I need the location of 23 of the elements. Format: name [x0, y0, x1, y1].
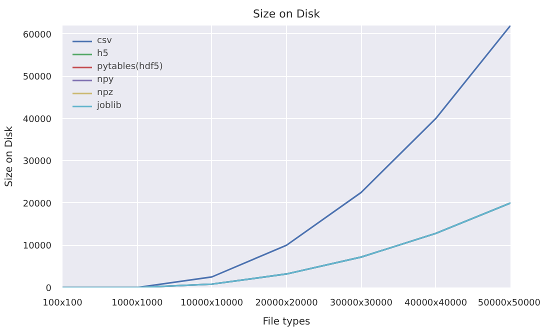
x-tick-label: 1000x1000 [112, 298, 164, 308]
x-tick-label: 100x100 [42, 298, 83, 308]
x-tick-label: 20000x20000 [255, 298, 318, 308]
y-tick-label: 50000 [22, 72, 52, 83]
x-tick-label: 10000x10000 [180, 298, 244, 308]
x-tick-label: 30000x30000 [330, 298, 393, 308]
y-tick-label: 0 [46, 284, 52, 294]
y-tick-label: 60000 [22, 30, 52, 40]
legend-label: csv [97, 35, 113, 47]
x-tick-label: 40000x40000 [404, 298, 468, 308]
legend-label: pytables(hdf5) [97, 61, 163, 73]
chart-title: Size on Disk [253, 8, 321, 20]
y-axis-title: Size on Disk [4, 126, 15, 187]
y-tick-label: 10000 [22, 242, 52, 252]
legend-label: npz [97, 87, 114, 99]
y-tick-label: 20000 [22, 199, 52, 210]
legend-label: h5 [97, 48, 110, 60]
legend-label: joblib [97, 100, 122, 112]
x-axis-title: File types [262, 316, 310, 328]
y-tick-label: 30000 [22, 157, 52, 168]
legend-label: npy [97, 74, 115, 86]
x-tick-label: 50000x50000 [478, 298, 540, 308]
y-tick-label: 40000 [22, 114, 52, 125]
